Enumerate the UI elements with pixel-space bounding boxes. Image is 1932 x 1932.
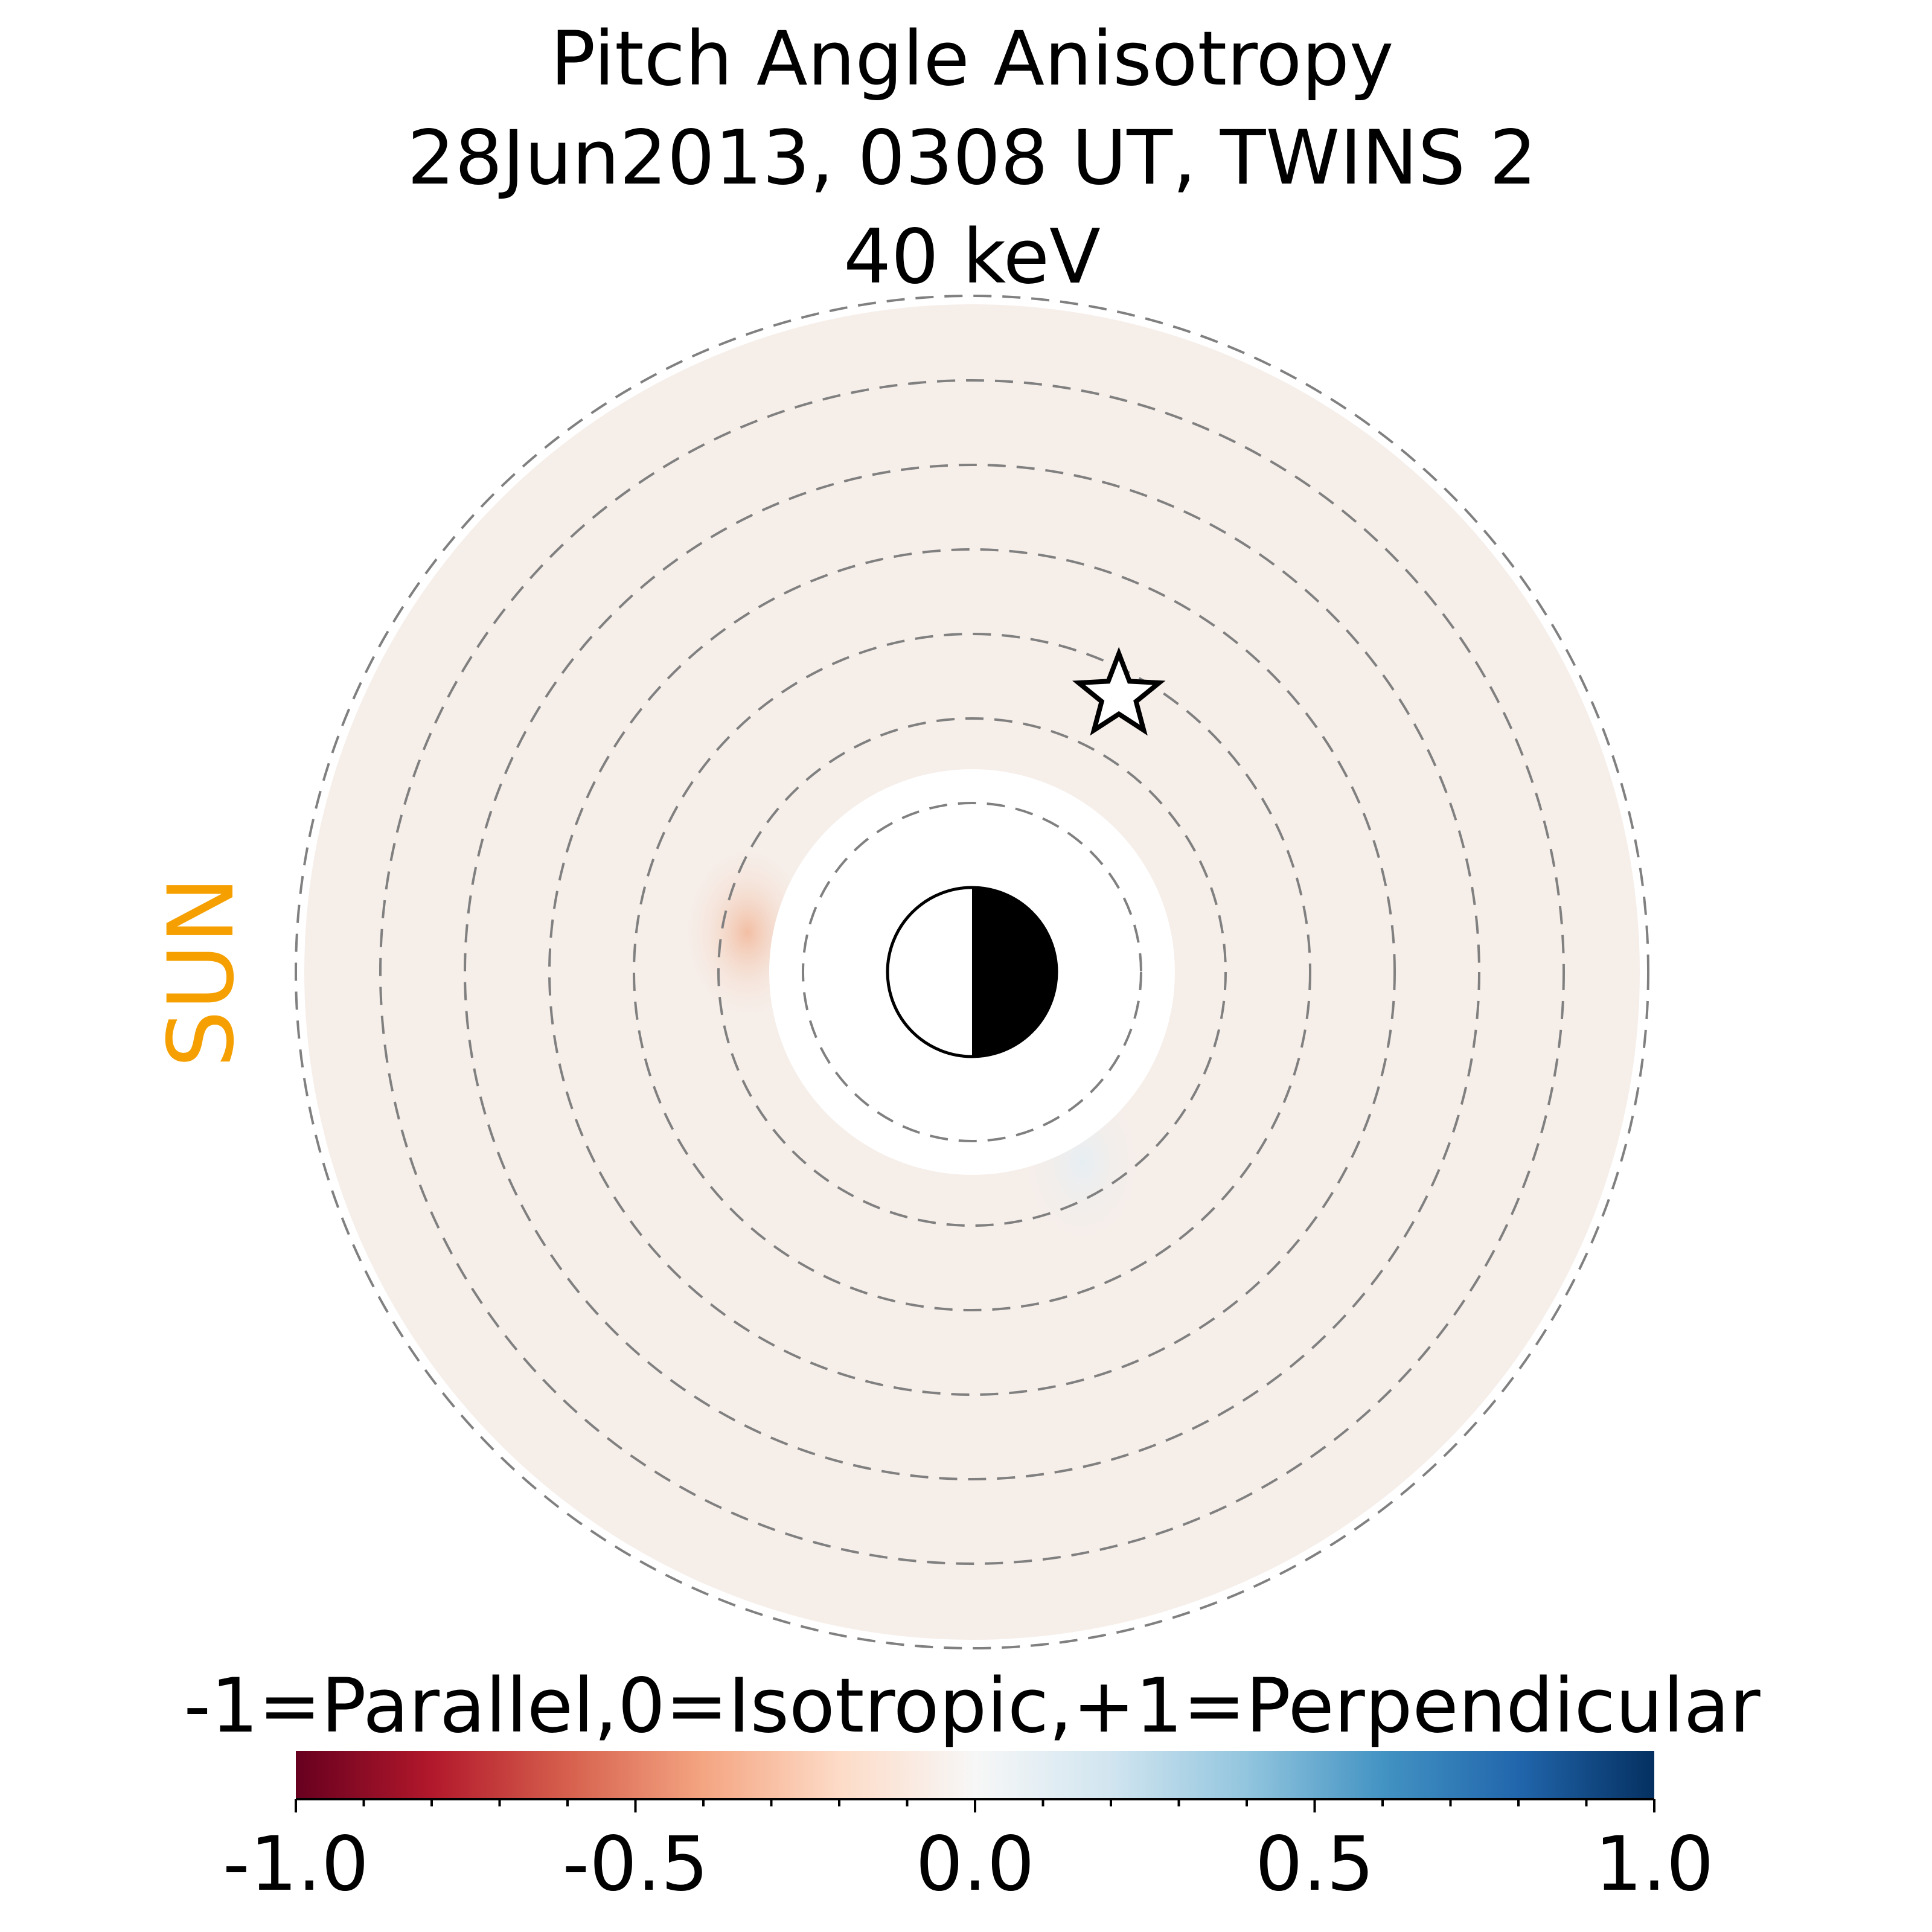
anisotropy-map	[304, 304, 1640, 1640]
map-annulus	[304, 304, 1640, 1640]
satellite-marker	[1072, 647, 1166, 736]
radial-ring	[295, 295, 1649, 1649]
earth-nightside	[972, 888, 1057, 1057]
earth-dayside	[888, 888, 972, 1057]
radial-ring	[633, 633, 1311, 1311]
satellite-star	[1072, 647, 1166, 736]
colorbar-tick-label: -1.0	[223, 1821, 369, 1908]
chart-title: Pitch Angle Anisotropy	[551, 16, 1394, 103]
sun-direction-label: SUN	[149, 876, 254, 1067]
colorbar-tick-label: -0.5	[563, 1821, 709, 1908]
earth-symbol	[886, 886, 1058, 1058]
radial-ring	[802, 802, 1142, 1142]
chart-energy-label: 40 keV	[843, 214, 1101, 301]
colorbar-tick-label: 0.0	[915, 1821, 1034, 1908]
colorbar: -1.0 -0.5 0.0 0.5 1.0	[223, 1751, 1714, 1908]
colorbar-tick-label: 0.5	[1255, 1821, 1374, 1908]
colorbar-label: -1=Parallel,0=Isotropic,+1=Perpendicular	[184, 1663, 1760, 1750]
radial-ring	[548, 548, 1396, 1396]
radial-grid	[295, 295, 1649, 1649]
radial-ring	[717, 717, 1227, 1227]
earth-outline	[886, 886, 1058, 1058]
colorbar-gradient	[296, 1751, 1654, 1799]
colorbar-tick-label: 1.0	[1595, 1821, 1713, 1908]
radial-ring	[379, 379, 1565, 1565]
chart-subtitle: 28Jun2013, 0308 UT, TWINS 2	[408, 115, 1537, 202]
radial-ring	[464, 464, 1480, 1480]
